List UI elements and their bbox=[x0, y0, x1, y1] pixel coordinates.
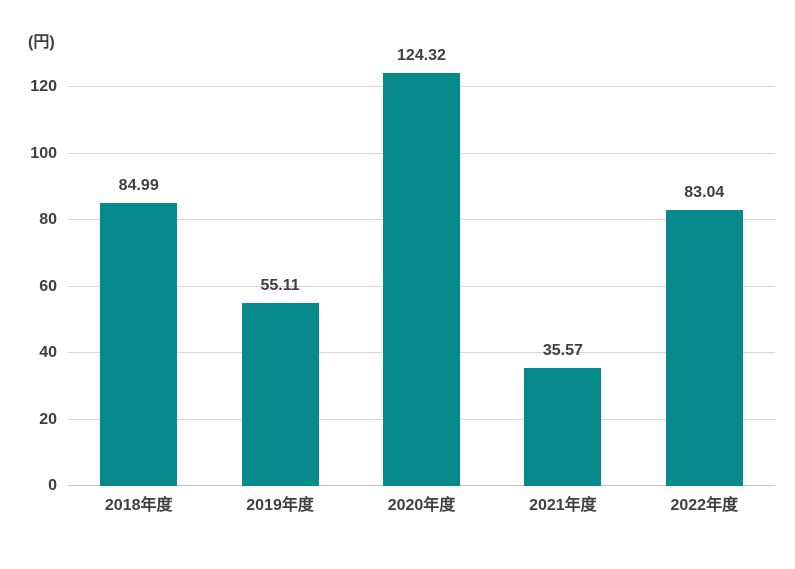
y-axis-tick-label: 60 bbox=[39, 277, 57, 295]
x-axis-tick-label: 2019年度 bbox=[246, 497, 314, 514]
bar bbox=[241, 302, 319, 486]
bar bbox=[100, 203, 178, 486]
bar-value-label: 35.57 bbox=[542, 341, 583, 359]
y-axis-tick-label: 80 bbox=[39, 211, 57, 228]
y-axis-tick-label: 20 bbox=[39, 410, 57, 428]
x-axis-tick-label: 2022年度 bbox=[670, 497, 739, 514]
y-axis-unit-label: (円) bbox=[28, 34, 55, 51]
y-axis-tick-label: 120 bbox=[30, 78, 57, 95]
x-axis-tick-label: 2021年度 bbox=[529, 497, 597, 514]
bar-value-label: 55.11 bbox=[260, 276, 300, 294]
y-axis-tick-label: 0 bbox=[48, 477, 57, 494]
bar bbox=[524, 367, 602, 486]
bar-value-label: 83.04 bbox=[684, 183, 725, 201]
bar bbox=[665, 209, 743, 486]
x-axis-tick-label: 2020年度 bbox=[387, 497, 456, 514]
x-axis-tick-label: 2018年度 bbox=[104, 497, 173, 514]
bar-value-label: 124.32 bbox=[397, 46, 446, 64]
plot-area: 84.99 55.11 124.32 35.57 83.04 bbox=[68, 47, 775, 486]
bar-value-label: 84.99 bbox=[118, 177, 159, 195]
y-axis-tick-label: 100 bbox=[30, 144, 57, 162]
bar bbox=[383, 72, 460, 486]
y-axis-tick-label: 40 bbox=[39, 344, 57, 361]
